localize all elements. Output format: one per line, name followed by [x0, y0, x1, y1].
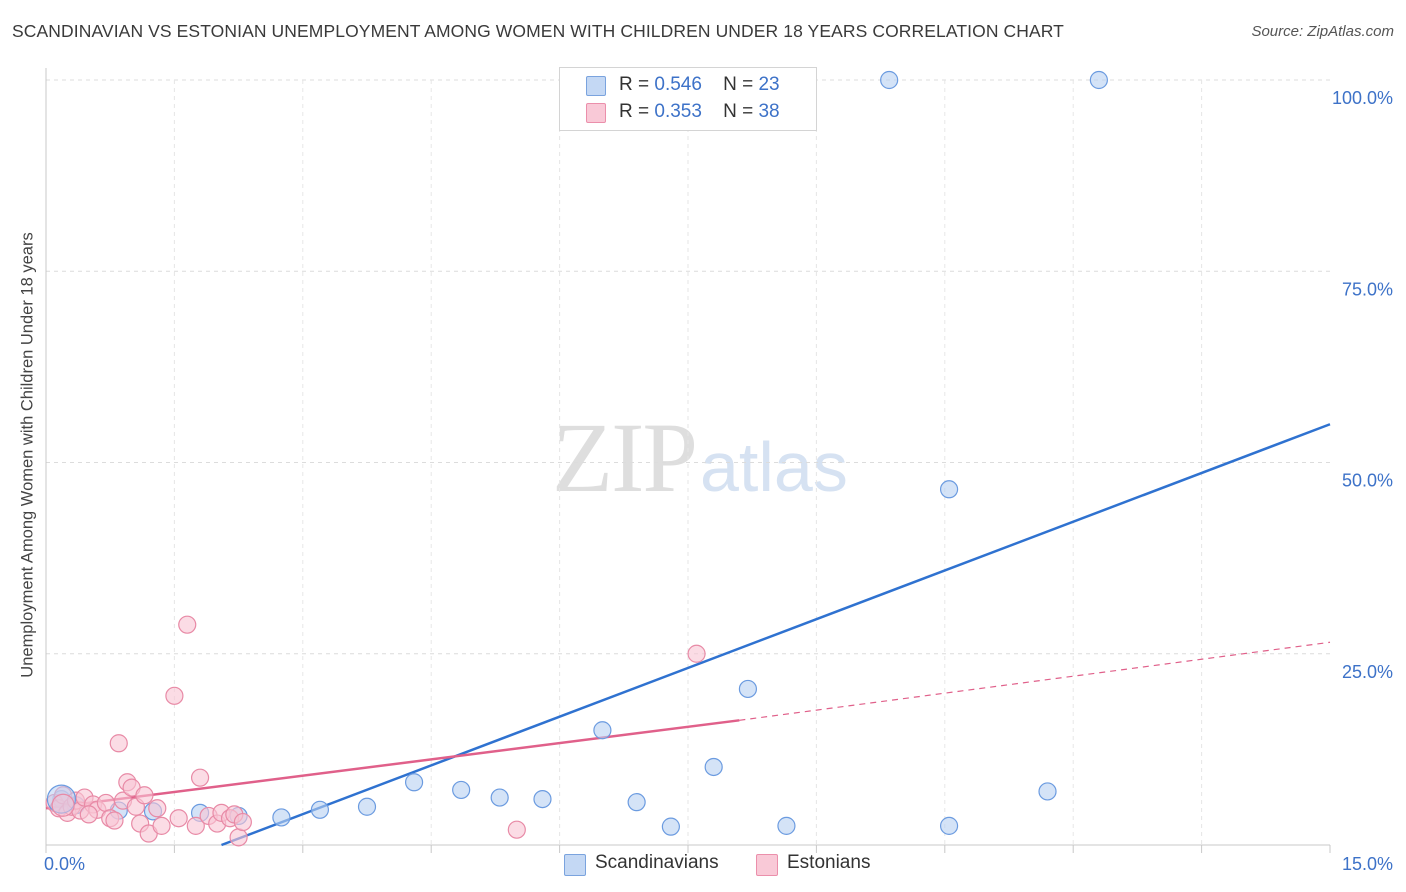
legend-n-label: N = [723, 74, 754, 95]
estonian-point [178, 615, 197, 634]
estonian-point [135, 786, 154, 805]
legend-r-label: R = [619, 74, 650, 95]
y-tick-label: 50.0% [1342, 471, 1393, 491]
y-tick-label: 100.0% [1332, 88, 1393, 108]
estonian-point [169, 809, 188, 828]
estonian-trendline-extension [739, 641, 1331, 721]
scandinavian-point [738, 679, 758, 699]
label-layer: 25.0% 50.0% 75.0% 100.0% 0.0% 15.0% [44, 88, 1393, 874]
scandinavian-point [404, 773, 424, 792]
scandinavian-point [939, 816, 959, 835]
estonian-point [105, 811, 124, 830]
estonian-point [233, 812, 252, 832]
estonian-point [687, 644, 706, 663]
scandinavian-point [704, 757, 723, 777]
trend-layer [45, 423, 1331, 847]
legend-swatch-scandinavians [586, 76, 606, 96]
estonian-point [109, 734, 128, 753]
estonian-point [148, 799, 167, 818]
source-credit: Source: ZipAtlas.com [1251, 23, 1394, 40]
scandinavian-point [1038, 782, 1057, 801]
scandinavian-point [939, 480, 959, 499]
scandinavian-point [272, 808, 291, 827]
estonian-point [152, 816, 171, 835]
scandinavian-point [1089, 70, 1108, 90]
estonian-point [79, 805, 98, 824]
points-layer [45, 70, 1108, 847]
legend-r-value: 0.546 [654, 74, 702, 95]
y-tick-label: 75.0% [1342, 279, 1393, 299]
scandinavian-point [593, 721, 612, 740]
scandinavian-point [452, 780, 471, 800]
x-tick-label: 15.0% [1342, 854, 1393, 874]
scandinavian-point [777, 816, 796, 835]
scandinavian-point [357, 797, 377, 816]
chart-title: SCANDINAVIAN VS ESTONIAN UNEMPLOYMENT AM… [12, 21, 1064, 41]
estonian-point [96, 793, 116, 813]
estonian-cluster-point [51, 793, 75, 817]
series-label-estonians: Estonians [787, 852, 871, 873]
estonian-point [165, 686, 184, 705]
legend-n-value: 23 [758, 74, 780, 95]
scandinavian-point [627, 793, 646, 812]
grid-layer [46, 79, 1330, 845]
estonian-point [190, 768, 210, 787]
estonian-point [229, 828, 248, 847]
axis-layer [45, 68, 1331, 853]
scandinavian-point [533, 789, 552, 809]
x-tick-label: 0.0% [44, 854, 85, 874]
legend-swatch-estonians [586, 103, 606, 123]
legend-r-value: 0.353 [654, 101, 702, 122]
estonian-point [507, 820, 526, 839]
legend-n-value: 38 [758, 101, 780, 122]
series-swatch-scandinavians [564, 854, 586, 876]
legend-n-label: N = [723, 101, 754, 122]
y-tick-label: 25.0% [1342, 662, 1393, 682]
scandinavian-point [880, 70, 899, 90]
scandinavian-point [310, 800, 330, 819]
legend-r-label: R = [619, 101, 650, 122]
scandinavian-trendline [221, 423, 1331, 847]
series-label-scandinavians: Scandinavians [595, 852, 719, 873]
scandinavian-point [490, 788, 509, 807]
scandinavian-point [661, 817, 680, 836]
correlation-legend: R = 0.546 N = 23 R = 0.353 N = 38 [559, 67, 817, 131]
estonian-trendline [45, 719, 740, 810]
estonian-point [186, 816, 205, 835]
series-swatch-estonians [756, 854, 778, 876]
